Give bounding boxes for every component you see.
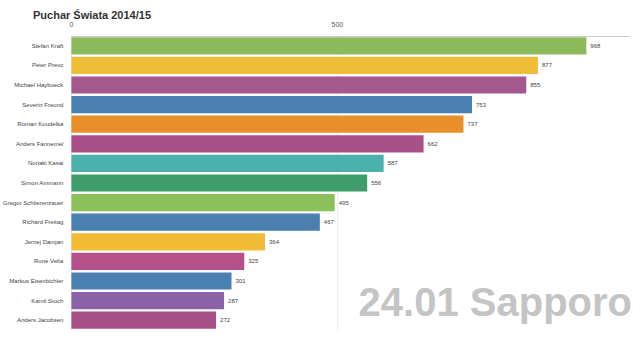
svg-text:Simon Ammann: Simon Ammann (21, 180, 63, 186)
svg-text:Anders Jacobsen: Anders Jacobsen (17, 317, 63, 323)
svg-text:737: 737 (467, 121, 478, 127)
svg-text:495: 495 (339, 200, 350, 206)
svg-text:301: 301 (236, 278, 247, 284)
svg-text:Michael Hayboeck: Michael Hayboeck (14, 82, 64, 88)
svg-text:325: 325 (248, 258, 259, 264)
svg-text:877: 877 (542, 62, 553, 68)
svg-text:287: 287 (228, 298, 239, 304)
svg-text:Puchar Świata 2014/15: Puchar Świata 2014/15 (33, 9, 151, 21)
svg-text:Anders Fannemel: Anders Fannemel (16, 141, 63, 147)
svg-text:Roman Koudelka: Roman Koudelka (17, 121, 64, 127)
svg-text:556: 556 (371, 180, 382, 186)
svg-text:Peter Prevc: Peter Prevc (32, 62, 63, 68)
svg-text:753: 753 (476, 102, 487, 108)
svg-text:0: 0 (69, 21, 73, 28)
svg-text:855: 855 (530, 82, 541, 88)
svg-text:Richard Freitag: Richard Freitag (22, 219, 63, 225)
svg-text:Noriaki Kasai: Noriaki Kasai (28, 160, 63, 166)
svg-text:Gregor Schlierenzauer: Gregor Schlierenzauer (3, 200, 63, 206)
svg-text:587: 587 (388, 160, 399, 166)
svg-text:662: 662 (428, 141, 439, 147)
svg-text:467: 467 (324, 219, 335, 225)
svg-text:968: 968 (590, 43, 601, 49)
svg-text:24.01 Sapporo: 24.01 Sapporo (359, 280, 632, 324)
svg-text:Stefan Kraft: Stefan Kraft (32, 43, 64, 49)
svg-text:Kamil Stoch: Kamil Stoch (31, 298, 63, 304)
svg-text:Markus Eisenbichler: Markus Eisenbichler (9, 278, 63, 284)
svg-text:364: 364 (269, 239, 280, 245)
svg-text:Rune Velta: Rune Velta (34, 258, 64, 264)
svg-text:Severin Freund: Severin Freund (22, 102, 63, 108)
svg-text:272: 272 (220, 317, 231, 323)
svg-text:Jernej Damjan: Jernej Damjan (25, 239, 64, 245)
svg-text:500: 500 (332, 21, 344, 28)
